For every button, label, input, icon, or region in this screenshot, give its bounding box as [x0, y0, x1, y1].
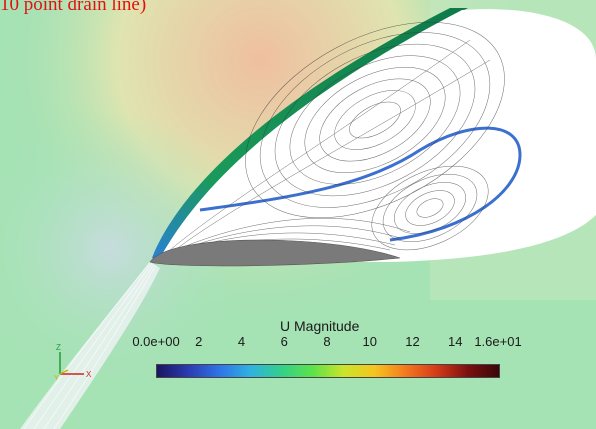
colorbar-tick-label: 4	[237, 334, 246, 349]
colorbar	[156, 364, 500, 378]
wake-vortex-edge	[199, 126, 522, 242]
orientation-axes-icon: Z Y X	[54, 343, 92, 382]
colorbar-tick-label: 1.6e+01	[474, 334, 522, 349]
colorbar-tick-label: 12	[405, 334, 420, 349]
axis-x-label: X	[86, 370, 92, 379]
colorbar-title: U Magnitude	[280, 318, 360, 334]
colorbar-tick-label: 6	[280, 334, 288, 349]
colorbar-tick-label: 2	[195, 334, 203, 349]
airfoil	[149, 239, 401, 267]
caption-text: 10 point drain line)	[0, 0, 147, 15]
axis-z-label: Z	[56, 343, 61, 352]
colorbar-tick-label: 10	[362, 334, 377, 349]
lower-streamline-band	[20, 262, 160, 429]
colorbar-tick-label: 0.0e+00	[132, 334, 180, 349]
colorbar-tick-label: 14	[448, 334, 463, 349]
colorbar-tick-label: 8	[323, 334, 331, 349]
axis-y-label: Y	[54, 375, 59, 382]
